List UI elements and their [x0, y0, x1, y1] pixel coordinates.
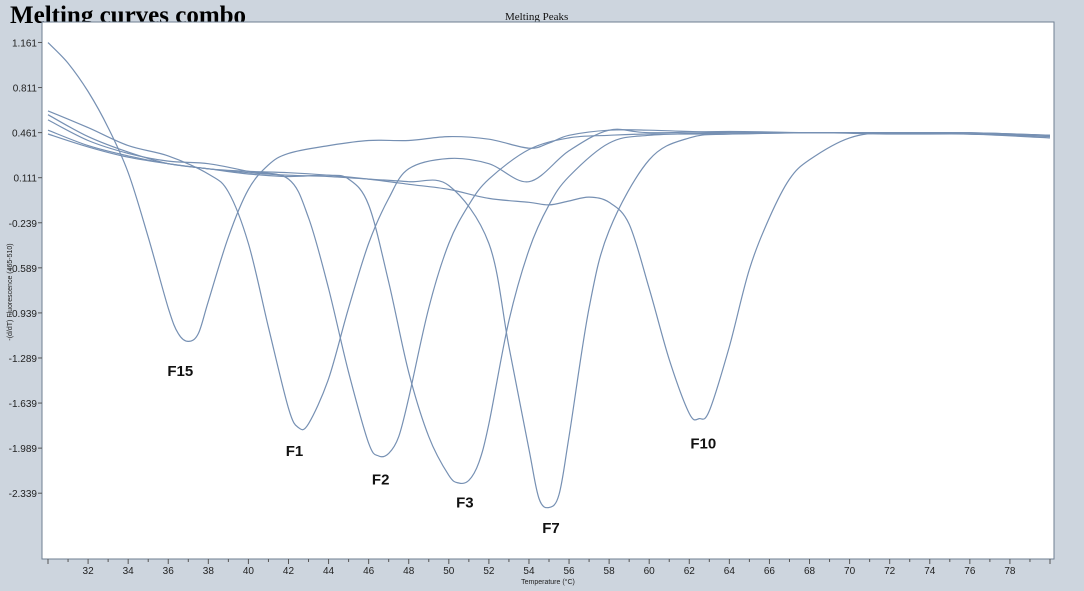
series-line-f10: [47, 131, 1051, 421]
x-tick-label: 56: [563, 566, 575, 577]
x-tick-label: 54: [523, 566, 535, 577]
x-tick-label: 36: [163, 566, 175, 577]
plot-title: Melting Peaks: [505, 11, 569, 23]
y-axis-label: -(d/dT) Fluorescence (465-510): [7, 243, 14, 340]
y-tick-label: -1.639: [9, 399, 38, 410]
y-tick-label: 0.811: [13, 84, 38, 95]
y-tick-label: 0.111: [13, 174, 37, 185]
series-group: [47, 42, 1051, 509]
x-tick-label: 44: [323, 566, 335, 577]
x-tick-label: 64: [724, 566, 736, 577]
x-tick-label: 50: [443, 566, 455, 577]
series-line-f7: [47, 129, 1051, 509]
x-tick-label: 72: [884, 566, 896, 577]
y-tick-label: 0.461: [12, 129, 37, 140]
y-tick-label: -0.589: [9, 264, 38, 275]
peak-label-f2: F2: [372, 471, 390, 488]
x-tick-label: 48: [403, 566, 415, 577]
y-tick-label: 1.161: [12, 38, 37, 49]
peak-label-f3: F3: [456, 494, 474, 511]
series-line-f3: [47, 114, 1051, 485]
x-tick-label: 60: [644, 566, 656, 577]
peak-label-f15: F15: [167, 363, 193, 380]
x-tick-label: 52: [483, 566, 495, 577]
annotation-group: F15 F1 F2 F3 F7 F10: [167, 363, 716, 537]
x-tick-label: 34: [123, 566, 135, 577]
plot-area: [41, 21, 1055, 560]
x-tick-label: 32: [83, 566, 95, 577]
peak-label-f1: F1: [286, 443, 304, 460]
x-tick-label: 78: [1004, 566, 1016, 577]
y-tick-label: -0.239: [9, 219, 38, 230]
y-tick-label: -0.939: [9, 309, 38, 320]
series-line-f1: [47, 110, 1051, 431]
x-axis: 32 34 36 38 40 42 44 46 48 50 52 54 56 58 60 62 64 66 68 70…: [47, 559, 1051, 577]
x-tick-label: 62: [684, 566, 696, 577]
x-tick-label: 46: [363, 566, 375, 577]
x-tick-label: 58: [604, 566, 616, 577]
x-tick-label: 68: [804, 566, 816, 577]
x-tick-label: 38: [203, 566, 215, 577]
y-tick-label: -1.289: [9, 354, 38, 365]
peak-label-f10: F10: [690, 435, 716, 452]
y-tick-label: -2.339: [9, 489, 38, 500]
y-axis: 1.161 0.811 0.461 0.111 -0.239 -0.589 -0.939 -1…: [9, 38, 42, 500]
x-tick-label: 76: [964, 566, 976, 577]
x-tick-label: 74: [924, 566, 936, 577]
x-tick-label: 66: [764, 566, 776, 577]
peak-label-f7: F7: [542, 520, 560, 537]
y-tick-label: -1.989: [9, 444, 38, 455]
x-tick-label: 70: [844, 566, 856, 577]
series-line-f15: [47, 42, 1051, 343]
x-tick-label: 42: [283, 566, 295, 577]
x-tick-label: 40: [243, 566, 255, 577]
x-axis-label: Temperature (°C): [521, 578, 575, 586]
